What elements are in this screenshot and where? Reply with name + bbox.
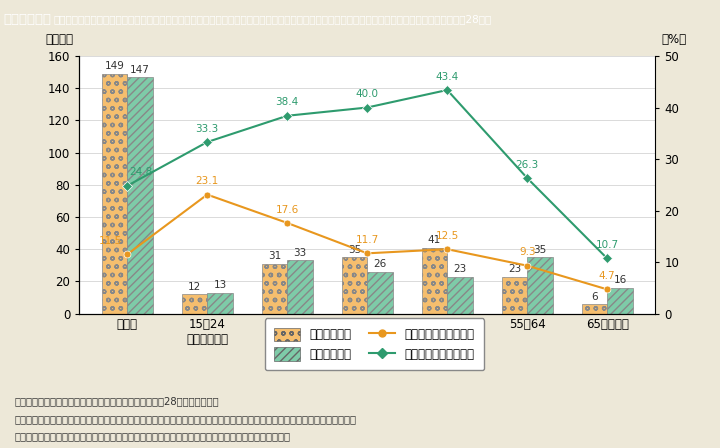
Bar bbox=[127, 77, 153, 314]
Text: 23.1: 23.1 bbox=[196, 176, 219, 186]
Text: 16: 16 bbox=[613, 276, 626, 285]
Text: Ｉ－２－６図: Ｉ－２－６図 bbox=[4, 13, 52, 26]
Text: 4.7: 4.7 bbox=[599, 271, 616, 281]
Text: 12.5: 12.5 bbox=[436, 231, 459, 241]
Text: 11.7: 11.7 bbox=[356, 235, 379, 245]
Text: 23: 23 bbox=[508, 264, 521, 274]
Bar bbox=[367, 272, 393, 314]
Text: 23: 23 bbox=[454, 264, 467, 274]
Text: 26: 26 bbox=[374, 259, 387, 269]
Text: （備考）１．総務省「労働力調査（詳細集計）」（平成28年）より作成。: （備考）１．総務省「労働力調査（詳細集計）」（平成28年）より作成。 bbox=[14, 396, 219, 406]
Bar bbox=[287, 260, 312, 314]
Text: 40.0: 40.0 bbox=[356, 89, 379, 99]
Text: （%）: （%） bbox=[661, 33, 686, 46]
Text: いている主な理由が「正規の職員・従業員の仕事がないから」とする者の人数及び割合。: いている主な理由が「正規の職員・従業員の仕事がないから」とする者の人数及び割合。 bbox=[14, 431, 290, 441]
Text: 35: 35 bbox=[534, 245, 546, 255]
Bar bbox=[502, 276, 527, 314]
Bar bbox=[341, 257, 367, 314]
Text: 35: 35 bbox=[348, 245, 361, 255]
Text: 41: 41 bbox=[428, 235, 441, 245]
Bar bbox=[607, 288, 633, 314]
Text: 38.4: 38.4 bbox=[276, 97, 299, 108]
Text: 31: 31 bbox=[268, 251, 281, 261]
Text: （万人）: （万人） bbox=[45, 33, 73, 46]
Bar bbox=[447, 276, 473, 314]
Legend: 人数（女性）, 人数（男性）, 割合（女性，右目盛）, 割合（男性，右目盛）: 人数（女性）, 人数（男性）, 割合（女性，右目盛）, 割合（男性，右目盛） bbox=[265, 318, 484, 370]
Bar bbox=[102, 74, 127, 314]
Text: 17.6: 17.6 bbox=[276, 205, 299, 215]
Text: 24.8: 24.8 bbox=[130, 168, 153, 177]
Text: 13: 13 bbox=[213, 280, 227, 290]
Text: 6: 6 bbox=[591, 292, 598, 302]
Text: 9.3: 9.3 bbox=[519, 247, 536, 257]
Text: 33.3: 33.3 bbox=[196, 124, 219, 134]
Text: 33: 33 bbox=[293, 248, 307, 258]
Text: 26.3: 26.3 bbox=[516, 160, 539, 170]
Bar bbox=[582, 304, 607, 314]
Bar bbox=[181, 294, 207, 314]
Text: 10.7: 10.7 bbox=[595, 240, 618, 250]
Bar bbox=[207, 293, 233, 314]
Bar bbox=[527, 257, 553, 314]
Bar bbox=[422, 248, 447, 314]
Text: 非正規雇用者のうち，現職の雇用形態についている主な理由が「正規の職員・従業員の仕事がないから」とする者の人数及び割合（男女別，平成28年）: 非正規雇用者のうち，現職の雇用形態についている主な理由が「正規の職員・従業員の仕… bbox=[54, 14, 492, 24]
Bar bbox=[261, 264, 287, 314]
Text: 149: 149 bbox=[104, 61, 125, 71]
Text: 43.4: 43.4 bbox=[436, 72, 459, 82]
Text: 11.5: 11.5 bbox=[99, 236, 122, 246]
Text: 147: 147 bbox=[130, 65, 150, 74]
Text: ２．非正規の職員・従業員（現職の雇用形態についている理由が不明である者を除く。）のうち，現職の雇用形態につ: ２．非正規の職員・従業員（現職の雇用形態についている理由が不明である者を除く。）… bbox=[14, 414, 356, 424]
Text: 12: 12 bbox=[188, 282, 201, 292]
